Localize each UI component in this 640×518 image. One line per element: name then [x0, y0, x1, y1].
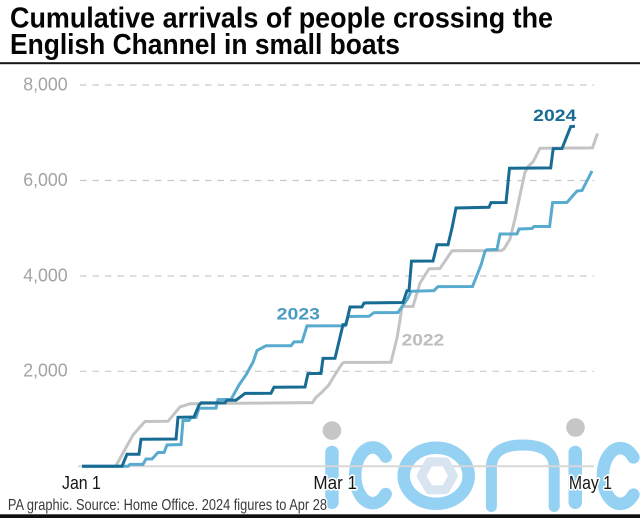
svg-text:6,000: 6,000	[23, 170, 68, 190]
svg-text:Jan 1: Jan 1	[62, 473, 101, 493]
svg-text:2022: 2022	[402, 332, 445, 350]
svg-text:8,000: 8,000	[23, 74, 68, 94]
svg-text:4,000: 4,000	[23, 265, 68, 285]
svg-text:Cumulative arrivals of people: Cumulative arrivals of people crossing t…	[10, 1, 553, 33]
svg-text:2,000: 2,000	[23, 361, 68, 381]
svg-text:2024: 2024	[533, 107, 576, 125]
svg-text:PA graphic. Source: Home Offic: PA graphic. Source: Home Office. 2024 fi…	[8, 497, 327, 514]
svg-text:May 1: May 1	[569, 473, 612, 493]
svg-text:2023: 2023	[277, 306, 320, 324]
svg-text:Mar 1: Mar 1	[313, 473, 357, 493]
svg-text:English Channel in small boats: English Channel in small boats	[10, 28, 400, 60]
